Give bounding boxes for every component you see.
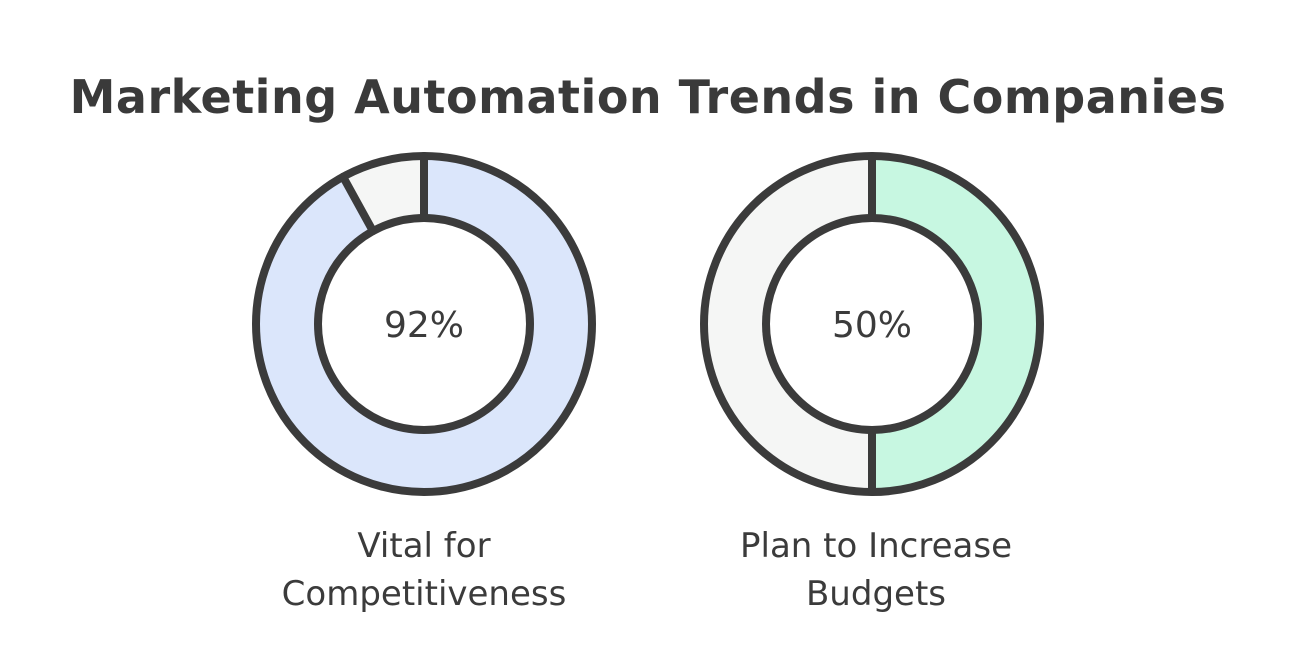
donut-value-label: 92% <box>384 305 464 346</box>
label-line: Competitiveness <box>281 574 567 614</box>
donut-value-segment <box>872 156 1040 492</box>
chart-title: Marketing Automation Trends in Companies <box>69 70 1227 124</box>
label-line: Plan to Increase <box>740 526 1012 566</box>
donut-label-vital-for-competitiveness: Vital for Competitiveness <box>224 522 624 618</box>
donut-label-plan-to-increase-budgets: Plan to Increase Budgets <box>666 522 1086 618</box>
donut-divider-line <box>339 172 377 236</box>
donut-remainder-segment <box>704 156 872 492</box>
donut-value-label: 50% <box>832 305 912 346</box>
donut-value-segment <box>255 156 592 493</box>
label-line: Budgets <box>805 574 946 614</box>
label-line: Vital for <box>357 526 491 566</box>
